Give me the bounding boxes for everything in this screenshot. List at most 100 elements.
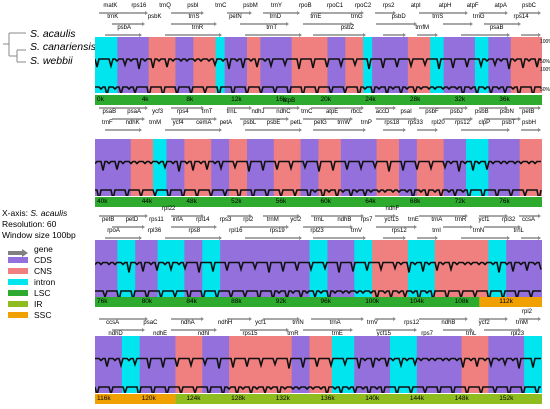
axis-tick-label: 36k [499,96,510,103]
gene-label: trnY [271,3,283,9]
gene-label: ndhI [197,331,210,337]
gene-arrowhead [142,117,145,121]
panel-1: matK rps16 trnQ psbI trnC psbM trnY rpoB rpoC1 rp… [95,3,550,105]
region-block-intron [331,336,355,393]
resolution-text: Resolution: 60 [2,219,57,229]
axis-tick-label: 20k [320,96,331,103]
gene-label: rps11 [149,217,164,223]
gene-arrowhead [414,225,417,229]
gene-label: psbJ [450,109,463,115]
gene-arrowhead [505,317,508,321]
gene-arrowhead [518,117,521,121]
legend-swatch [8,279,28,285]
gene-arrowhead [435,128,438,132]
region-block-cds [135,240,159,297]
gene-label: trnR [191,25,204,31]
panel-3: rpl22 ndhF petB petD rps11 infA rpl14 rps3 rpl2 t… [95,206,542,307]
region-block-cds [224,37,248,93]
legend-label: gene [34,244,53,254]
axis-tick-label: 16k [275,96,287,103]
gene-label: rps3 [219,217,232,223]
gene-label: rpl22 [162,206,176,212]
gene-label: rpoA [107,228,120,234]
gene-label: ndhK [125,120,140,126]
gene-label: ndhD [108,331,123,337]
gene-arrowhead [403,33,406,37]
gene-label: ycf3 [152,109,164,115]
axis-tick-label: 124k [186,395,201,402]
gene-label: ycf1 [255,320,267,326]
axis-tick-label: 132k [275,395,290,402]
gene-arrowhead [538,106,541,110]
gene-arrowhead [299,128,302,132]
axis-tick-label: 108k [454,298,469,305]
gene-label: petA [219,120,233,126]
axis-tick-label: 140k [365,395,380,402]
gene-label: psbL [243,120,257,126]
window-size-text: Window size 100bp [2,230,76,240]
axis-tick-label: 100k [365,298,380,305]
gene-label: petB [102,217,115,223]
gene-arrowhead [465,214,468,218]
xaxis-prefix: X-axis: [2,208,28,218]
region-bar [95,297,542,307]
panel-4: rpl2 ccsA psaC ndhA ndhH ycf1 trnN trnA trnV rps1… [95,309,542,404]
region-block-intron [95,37,118,93]
gene-arrowhead [361,214,364,218]
gene-arrowhead [403,128,406,132]
gene-label: accD [375,109,390,115]
axis-tick-label: 28k [409,96,421,103]
gene-label: psaC [143,320,158,326]
region-block-cds [260,37,293,93]
region-block-cds [372,37,409,93]
gene-arrowhead [201,11,204,15]
gene-label: atpH [438,3,452,9]
axis-tick-label: 8k [186,96,194,103]
axis-tick-label: 92k [275,298,287,305]
gene-label: ycf1 [478,217,490,223]
gene-label: psbT [502,120,516,126]
axis-tick-label: 144k [409,395,424,402]
axis-tick-label: 76k [97,298,108,305]
gene-label: trnL [513,228,524,234]
axis-tick-label: 96k [320,298,331,305]
gene-arrowhead [297,106,300,110]
gene-label: ndhC [276,109,291,115]
gene-label: petG [313,120,327,126]
gene-arrows [99,106,541,132]
gene-label: rpoC1 [326,3,344,9]
region-block-cds [398,139,418,196]
axis-tick-label: 128k [231,395,246,402]
gene-label: trnE [310,14,322,20]
gene-arrowhead [393,106,396,110]
legend-label: CDS [34,255,52,265]
gene-label: matK [103,3,118,9]
region-block-cns [193,37,217,93]
gene-label: ycf15 [376,331,391,337]
region-block-cds [95,336,123,393]
region-block-cds [300,139,319,196]
gene-arrowhead [299,33,302,37]
legend-label: SSC [34,310,52,320]
axis-tick-label: 72k [454,198,466,205]
axis-tick-label: 76k [499,198,510,205]
region-block-cds [175,37,194,93]
gene-label: psbB [474,109,489,115]
gene-arrowhead [505,214,508,218]
gene-arrowhead [201,214,204,218]
identity-line [95,261,542,273]
gene-label: rps2 [382,3,395,9]
gene-label: atpE [325,109,339,115]
gene-label: psbE [266,120,281,126]
region-block-cds [184,240,203,297]
gene-arrowhead [363,128,366,132]
arrow-icon [8,244,28,257]
identity-line [95,160,541,172]
gene-arrowhead [393,214,396,218]
region-block-cns [130,139,154,196]
axis-tick-label: 120k [141,395,156,402]
gene-label: psbF [425,109,439,115]
percent-label: 50% [540,59,550,65]
gene-label: psbZ [340,25,355,31]
gene-label: rpl23 [310,228,324,234]
